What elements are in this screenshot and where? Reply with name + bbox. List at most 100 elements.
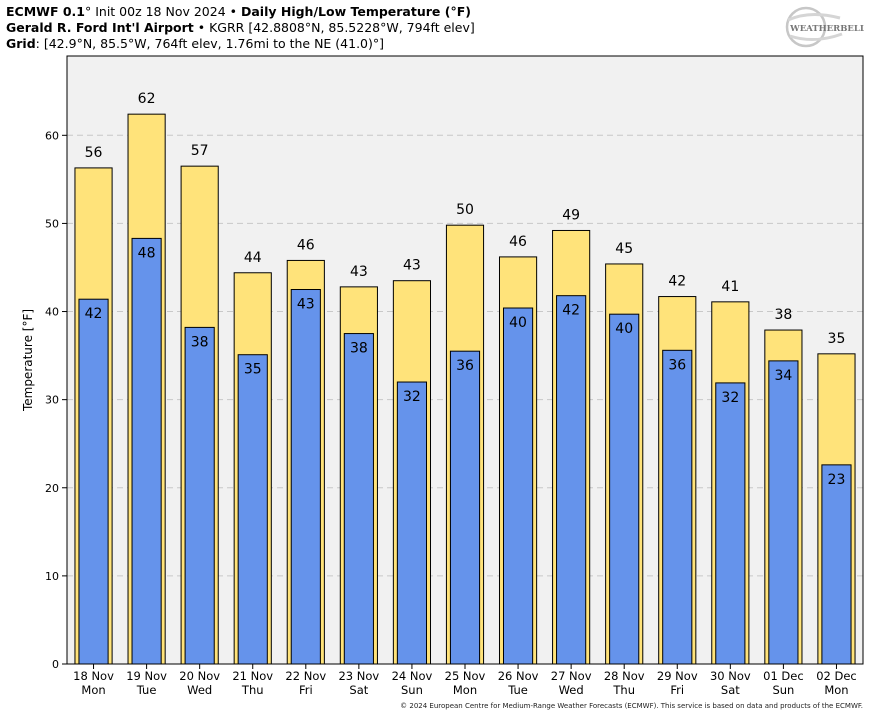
x-tick-weekday: Wed	[559, 683, 584, 697]
low-value-label: 36	[456, 358, 474, 374]
x-tick-weekday: Fri	[299, 683, 313, 697]
x-tick-weekday: Tue	[507, 683, 528, 697]
station-info: • KGRR [42.8808°N, 85.5228°W, 794ft elev…	[193, 20, 475, 35]
high-value-label: 56	[85, 145, 103, 161]
low-bar	[449, 350, 481, 665]
weatherbell-logo: WEATHERBELL	[785, 6, 864, 48]
x-tick-weekday: Thu	[241, 683, 264, 697]
x-tick-date: 21 Nov	[232, 669, 273, 683]
x-tick-date: 24 Nov	[392, 669, 433, 683]
low-value-label: 35	[244, 362, 262, 378]
low-value-label: 40	[615, 321, 633, 337]
x-tick-weekday: Sun	[772, 683, 794, 697]
low-bar	[184, 326, 215, 665]
x-tick-date: 28 Nov	[604, 669, 645, 683]
y-tick-label: 20	[45, 482, 59, 495]
low-bar	[662, 349, 693, 665]
high-value-label: 44	[244, 250, 262, 266]
y-tick-label: 40	[45, 306, 59, 319]
y-axis: 0 10 20 30 40 50 60	[45, 129, 67, 671]
x-tick-weekday: Tue	[136, 683, 157, 697]
x-tick-date: 26 Nov	[498, 669, 539, 683]
low-value-label: 34	[774, 368, 792, 384]
init-time: ° Init 00z 18 Nov 2024 •	[84, 4, 241, 19]
header-line-1: ECMWF 0.1° Init 00z 18 Nov 2024 • Daily …	[6, 4, 471, 20]
y-tick-label: 30	[45, 394, 59, 407]
logo-text: WEATHERBELL	[789, 24, 864, 34]
x-tick-weekday: Wed	[187, 683, 212, 697]
high-value-label: 62	[138, 91, 156, 107]
low-value-label: 40	[509, 315, 527, 331]
low-value-label: 32	[721, 390, 739, 406]
low-bar	[131, 237, 162, 665]
high-value-label: 49	[562, 207, 580, 223]
x-tick-weekday: Mon	[453, 683, 477, 697]
low-bar	[343, 333, 374, 665]
high-value-label: 42	[668, 274, 686, 290]
low-bar	[396, 381, 428, 665]
y-axis-label: Temperature [°F]	[21, 309, 35, 412]
x-tick-date: 23 Nov	[338, 669, 379, 683]
y-tick-label: 50	[45, 217, 59, 230]
y-tick-label: 0	[52, 658, 59, 671]
x-tick-date: 20 Nov	[179, 669, 220, 683]
x-tick-weekday: Fri	[670, 683, 684, 697]
x-tick-date: 22 Nov	[285, 669, 326, 683]
x-tick-date: 01 Dec	[763, 669, 804, 683]
x-tick-date: 02 Dec	[816, 669, 857, 683]
x-tick-weekday: Mon	[81, 683, 105, 697]
x-tick-weekday: Thu	[612, 683, 635, 697]
data-labels: 56 42 62 48 57 38 44 35 46 43 43 38 43 32 50 36 46 40 49 42…	[85, 91, 846, 488]
low-value-label: 43	[297, 297, 315, 313]
x-tick-date: 18 Nov	[73, 669, 114, 683]
plot-frame	[66, 55, 864, 665]
low-bar	[78, 298, 109, 665]
low-value-label: 48	[138, 245, 156, 261]
low-bar	[715, 382, 746, 665]
high-value-label: 38	[774, 307, 792, 323]
x-tick-date: 19 Nov	[126, 669, 167, 683]
low-value-label: 32	[403, 389, 421, 405]
x-tick-date: 27 Nov	[551, 669, 592, 683]
low-bar	[821, 464, 852, 665]
station-name: Gerald R. Ford Int'l Airport	[6, 20, 194, 35]
x-tick-weekday: Mon	[824, 683, 848, 697]
low-bars	[78, 237, 852, 665]
x-tick-weekday: Sun	[401, 683, 423, 697]
y-tick-label: 60	[45, 129, 59, 142]
low-bar	[556, 295, 587, 665]
y-tick-label: 10	[45, 570, 59, 583]
high-value-label: 46	[297, 237, 315, 253]
grid-info: : [42.9°N, 85.5°W, 764ft elev, 1.76mi to…	[35, 36, 385, 51]
grid-label: Grid	[6, 36, 36, 51]
low-value-label: 42	[562, 303, 580, 319]
high-value-label: 57	[191, 143, 209, 159]
low-bar	[609, 313, 640, 665]
copyright-notice: © 2024 European Centre for Medium-Range …	[400, 702, 863, 710]
high-value-label: 45	[615, 241, 633, 257]
low-bar	[237, 354, 268, 665]
model-name: ECMWF 0.1	[6, 4, 85, 19]
high-value-label: 41	[721, 279, 739, 295]
low-value-label: 38	[350, 341, 368, 357]
low-bar	[290, 289, 321, 665]
header-line-2: Gerald R. Ford Int'l Airport • KGRR [42.…	[6, 20, 475, 36]
low-value-label: 42	[85, 306, 103, 322]
low-value-label: 23	[828, 472, 846, 488]
low-value-label: 38	[191, 334, 209, 350]
high-value-label: 50	[456, 202, 474, 218]
x-tick-weekday: Sat	[349, 683, 368, 697]
x-tick-weekday: Sat	[721, 683, 740, 697]
low-bar	[768, 360, 799, 665]
high-value-label: 35	[828, 331, 846, 347]
x-tick-date: 30 Nov	[710, 669, 751, 683]
x-tick-date: 25 Nov	[445, 669, 486, 683]
header-line-3: Grid: [42.9°N, 85.5°W, 764ft elev, 1.76m…	[6, 36, 384, 52]
high-value-label: 43	[403, 258, 421, 274]
x-tick-date: 29 Nov	[657, 669, 698, 683]
low-bar	[502, 307, 534, 665]
low-value-label: 36	[668, 357, 686, 373]
chart-title: Daily High/Low Temperature (°F)	[240, 4, 471, 19]
